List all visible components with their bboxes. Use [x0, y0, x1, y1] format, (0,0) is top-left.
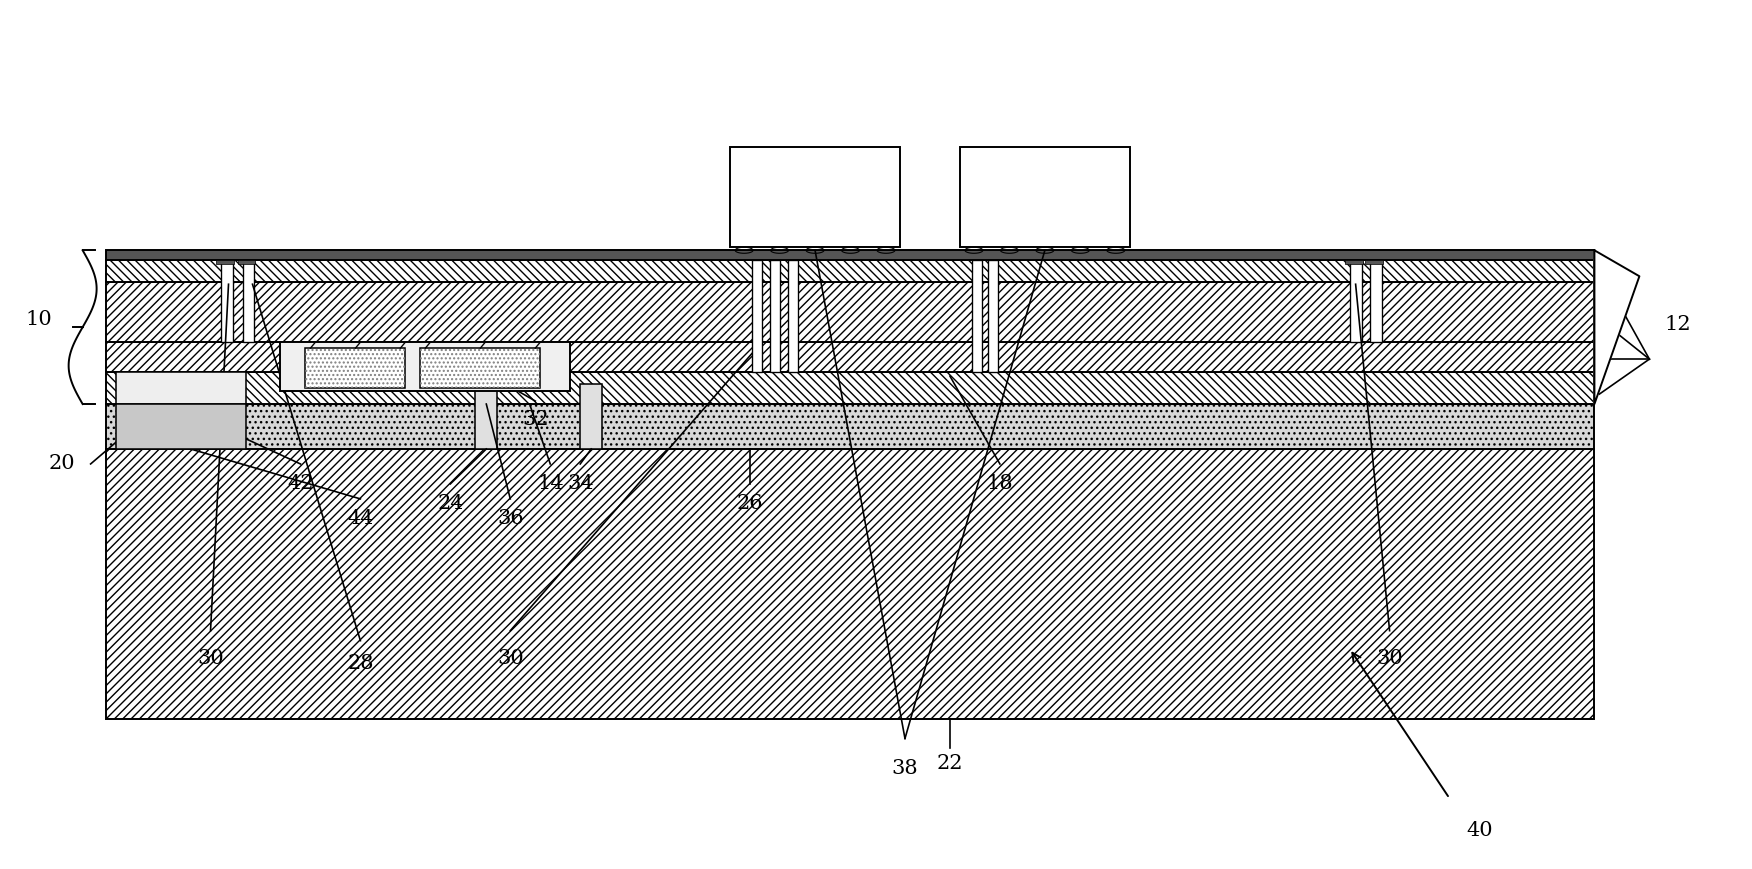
Text: 36: 36: [498, 509, 524, 528]
Text: 34: 34: [568, 474, 594, 494]
Bar: [105, 449, 1594, 719]
Bar: [105, 282, 1594, 342]
Bar: [788, 261, 799, 372]
Bar: [1344, 261, 1363, 264]
Text: 20: 20: [49, 454, 75, 474]
Text: 22: 22: [937, 754, 964, 773]
Text: 40: 40: [1466, 821, 1493, 839]
Text: 30: 30: [498, 649, 524, 668]
Bar: [105, 250, 1594, 261]
Bar: [305, 348, 405, 388]
Bar: [771, 261, 780, 372]
Bar: [1370, 261, 1382, 342]
Bar: [1365, 261, 1382, 264]
Polygon shape: [1594, 250, 1640, 404]
Bar: [105, 261, 1594, 282]
Bar: [105, 372, 1594, 404]
Text: 18: 18: [986, 474, 1013, 494]
Bar: [116, 404, 245, 449]
Text: 12: 12: [1664, 315, 1691, 334]
Bar: [580, 384, 603, 449]
Bar: [242, 261, 254, 342]
Bar: [972, 261, 981, 372]
Text: 24: 24: [436, 494, 464, 514]
Text: 26: 26: [738, 494, 764, 514]
Bar: [988, 261, 999, 372]
Text: 10: 10: [26, 309, 53, 328]
Text: 44: 44: [347, 509, 373, 528]
Bar: [116, 372, 245, 404]
Text: 28: 28: [347, 654, 373, 673]
Text: 14: 14: [536, 474, 564, 494]
Bar: [420, 348, 540, 388]
Bar: [305, 348, 405, 388]
Bar: [105, 404, 1594, 449]
Text: 30: 30: [198, 649, 224, 668]
Bar: [221, 261, 233, 342]
Text: 42: 42: [287, 474, 314, 494]
Bar: [280, 342, 569, 391]
Bar: [105, 342, 1594, 372]
Bar: [238, 261, 256, 264]
Text: 32: 32: [522, 409, 548, 428]
Bar: [420, 348, 540, 388]
Bar: [1349, 261, 1361, 342]
Bar: [731, 148, 901, 248]
Text: 30: 30: [1377, 649, 1403, 668]
Bar: [960, 148, 1130, 248]
Bar: [752, 261, 762, 372]
Text: 38: 38: [892, 759, 918, 778]
Bar: [475, 384, 498, 449]
Bar: [215, 261, 233, 264]
